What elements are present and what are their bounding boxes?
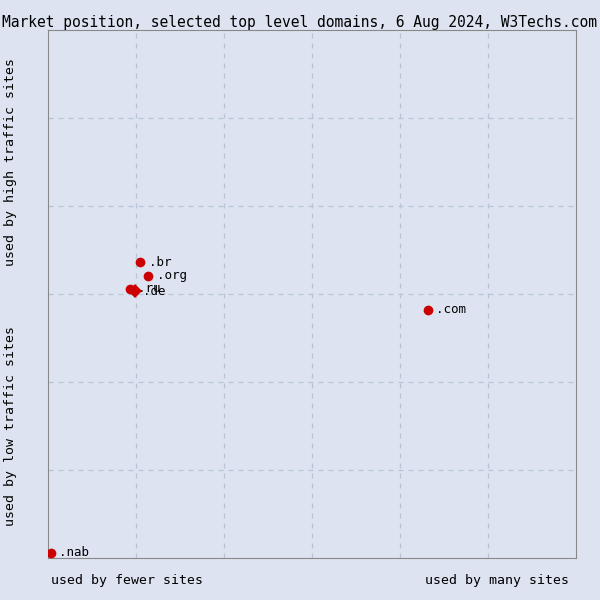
Text: Market position, selected top level domains, 6 Aug 2024, W3Techs.com: Market position, selected top level doma… — [2, 15, 598, 30]
Text: used by fewer sites: used by fewer sites — [51, 574, 203, 587]
Text: .com: .com — [436, 304, 466, 316]
Text: used by many sites: used by many sites — [425, 574, 569, 587]
Text: .org: .org — [157, 269, 187, 282]
Text: .ru: .ru — [138, 282, 161, 295]
Text: used by low traffic sites: used by low traffic sites — [4, 326, 17, 526]
Text: used by high traffic sites: used by high traffic sites — [4, 58, 17, 266]
Text: .br: .br — [149, 256, 171, 269]
Text: .nab: .nab — [59, 546, 89, 559]
Text: .de: .de — [143, 285, 166, 298]
